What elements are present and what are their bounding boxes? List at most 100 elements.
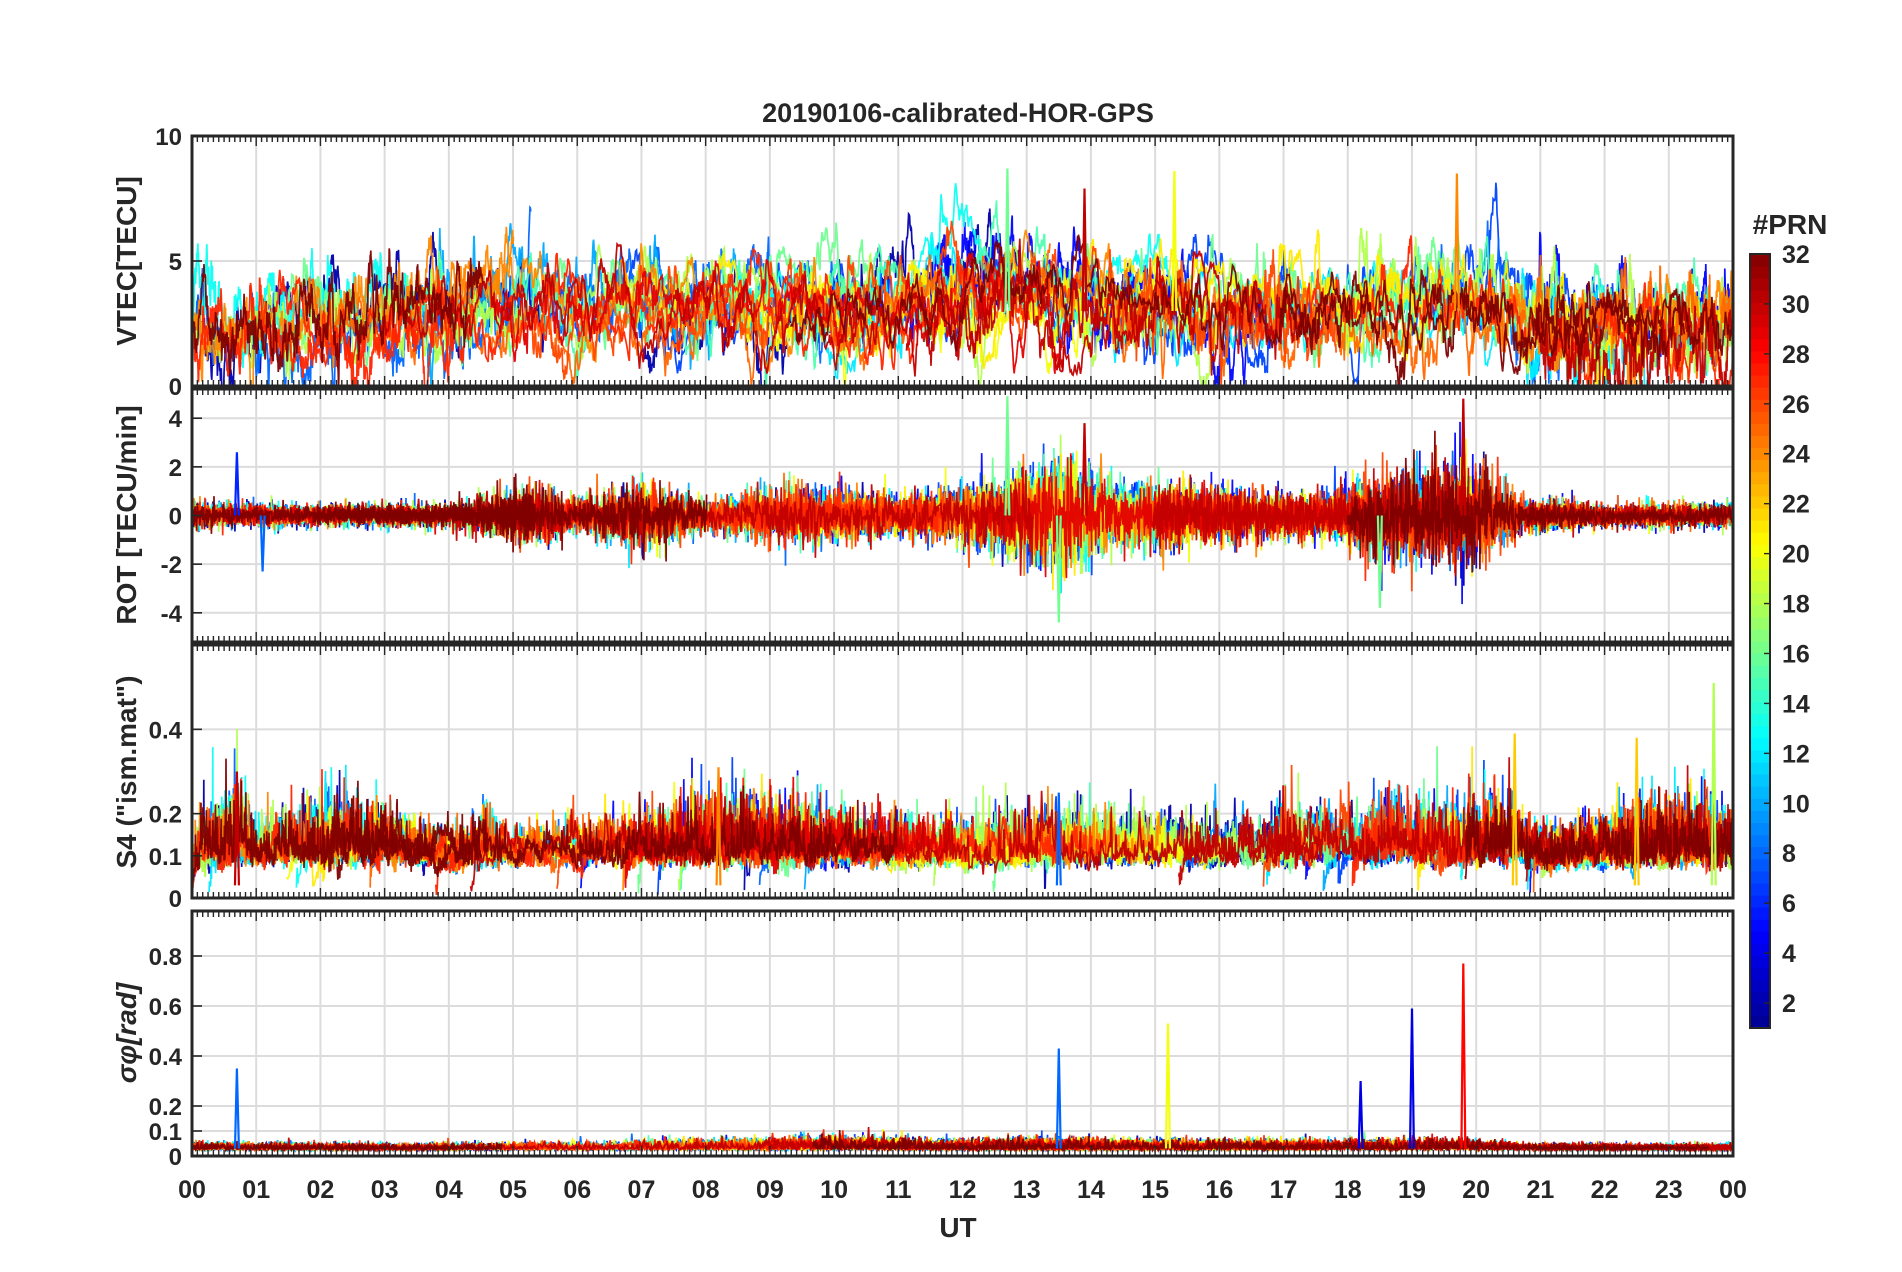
colorbar-swatch	[1750, 387, 1770, 400]
colorbar-swatch	[1750, 737, 1770, 751]
colorbar-swatch	[1750, 701, 1770, 715]
panel-rot: ROT [TECU/min] -4 -2 0 2 4	[111, 387, 1735, 644]
colorbar-label: #PRN	[1753, 209, 1828, 240]
ytick-label: 0.4	[149, 1044, 183, 1071]
colorbar-swatch	[1750, 641, 1770, 654]
colorbar-tick-label: 26	[1782, 391, 1810, 419]
colorbar-swatch	[1750, 749, 1770, 763]
trace-prn-27	[192, 269, 465, 386]
chart-title: 20190106-calibrated-HOR-GPS	[762, 98, 1154, 128]
ylabel-sigma: σφ[rad]	[111, 981, 142, 1083]
colorbar-swatch	[1750, 955, 1770, 969]
colorbar-swatch	[1750, 290, 1770, 303]
colorbar-swatch	[1750, 326, 1770, 340]
peak-spike	[1633, 737, 1640, 886]
colorbar-swatch	[1750, 858, 1770, 872]
colorbar-tick-label: 22	[1782, 491, 1810, 519]
trace-prn-27	[1230, 235, 1733, 386]
peak-spike	[1004, 168, 1011, 312]
ytick-label: 4	[169, 406, 183, 433]
ytick-label: 2	[169, 455, 182, 482]
colorbar-tick-label: 10	[1782, 790, 1810, 818]
colorbar-swatches	[1750, 254, 1770, 1029]
peak-spike	[233, 771, 240, 886]
xtick-label: 15	[1141, 1176, 1169, 1204]
trace-prn-32	[192, 758, 482, 883]
colorbar-swatch	[1750, 894, 1770, 908]
colorbar-swatch	[1750, 423, 1770, 436]
ytick-label: 0	[169, 374, 182, 401]
traces-vtec	[192, 168, 1733, 386]
colorbar-swatch	[1750, 1015, 1770, 1029]
colorbar-tick-label: 32	[1782, 241, 1810, 269]
ytick-label: 0.1	[149, 1119, 182, 1146]
colorbar-swatch	[1750, 544, 1770, 557]
colorbar-swatch	[1750, 447, 1770, 461]
ytick-label: 0.2	[149, 802, 182, 829]
colorbar-swatch	[1750, 411, 1770, 424]
ytick-label: 0.8	[149, 944, 182, 971]
peak-spike	[1357, 1080, 1364, 1149]
colorbar-swatch	[1750, 653, 1770, 666]
xtick-label: 19	[1398, 1176, 1426, 1204]
xtick-label: 02	[307, 1176, 335, 1204]
xtick-label: 03	[371, 1176, 399, 1204]
colorbar-tick-label: 24	[1782, 441, 1810, 469]
colorbar-swatch	[1750, 556, 1770, 570]
xlabel: UT	[939, 1212, 976, 1243]
colorbar-swatch	[1750, 483, 1770, 497]
colorbar-swatch	[1750, 628, 1770, 642]
ytick-label: -2	[161, 552, 182, 579]
colorbar-tick-label: 2	[1782, 990, 1796, 1018]
ytick-label: 0.6	[149, 994, 182, 1021]
colorbar-swatch	[1750, 846, 1770, 860]
colorbar-swatch	[1750, 314, 1770, 328]
trace-prn-26	[1103, 249, 1337, 385]
colorbar-swatch	[1750, 266, 1770, 279]
peak-spike	[715, 767, 722, 886]
xtick-label: 06	[563, 1176, 591, 1204]
trace-prn-32	[1464, 786, 1733, 880]
ytick-label: 10	[155, 124, 182, 151]
xtick-label: 00	[178, 1176, 206, 1204]
colorbar-swatch	[1750, 882, 1770, 896]
colorbar-swatch	[1750, 278, 1770, 291]
colorbar-swatch	[1750, 532, 1770, 545]
peak-spike	[1164, 1023, 1171, 1149]
ytick-label: 5	[169, 249, 182, 276]
xtick-label: 09	[756, 1176, 784, 1204]
colorbar-swatch	[1750, 798, 1770, 811]
colorbar-tick-label: 6	[1782, 890, 1796, 918]
xtick-label: 07	[628, 1176, 656, 1204]
xtick-label: 00	[1719, 1176, 1747, 1204]
xtick-label: 08	[692, 1176, 720, 1204]
colorbar-swatch	[1750, 616, 1770, 630]
peak-spike	[233, 1068, 240, 1149]
ytick-label: 0	[169, 886, 182, 913]
colorbar-swatch	[1750, 665, 1770, 678]
ylabel-s4: S4 ("ism.mat")	[111, 675, 142, 868]
peak-spike	[1511, 733, 1518, 886]
colorbar-swatch	[1750, 1003, 1770, 1017]
colorbar-frame	[1749, 253, 1771, 1029]
colorbar-swatch	[1750, 786, 1770, 799]
ytick-label: 0.2	[149, 1094, 182, 1121]
colorbar-swatch	[1750, 520, 1770, 533]
traces-s4	[192, 682, 1733, 896]
peak-spike	[1055, 515, 1062, 623]
peak-spike	[233, 452, 240, 516]
colorbar-swatch	[1750, 568, 1770, 582]
peak-spike	[1055, 1048, 1062, 1149]
trace-prn-30	[1525, 765, 1733, 882]
trace-prn-30	[380, 241, 1225, 377]
xtick-label: 21	[1526, 1176, 1554, 1204]
colorbar-tick-label: 14	[1782, 690, 1810, 718]
ylabel-sigma-text: σφ[rad]	[111, 981, 142, 1083]
trace-prn-32	[192, 473, 535, 553]
peak-spike	[1460, 963, 1467, 1149]
peak-spike	[1453, 173, 1460, 312]
xtick-label: 11	[885, 1176, 912, 1204]
colorbar-swatch	[1750, 399, 1770, 412]
colorbar-swatch	[1750, 810, 1770, 823]
